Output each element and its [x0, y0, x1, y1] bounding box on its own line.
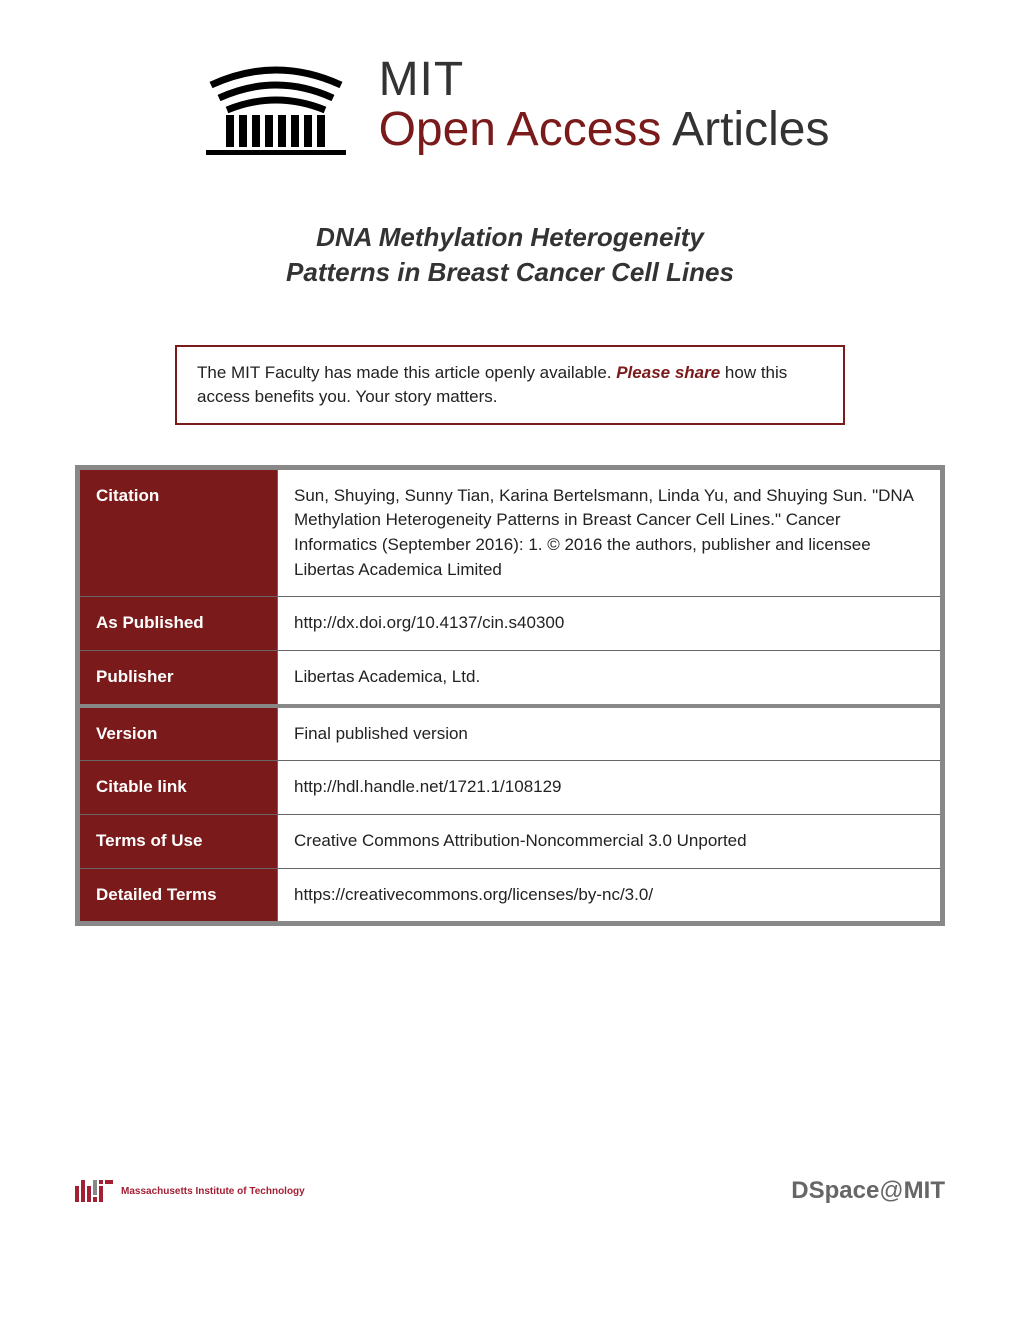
- metadata-table: CitationSun, Shuying, Sunny Tian, Karina…: [75, 465, 945, 926]
- title-line-2: Patterns in Breast Cancer Cell Lines: [0, 255, 1020, 290]
- table-row: PublisherLibertas Academica, Ltd.: [78, 650, 943, 705]
- metadata-value: Sun, Shuying, Sunny Tian, Karina Bertels…: [278, 467, 943, 597]
- mit-footer-logo: Massachusetts Institute of Technology: [75, 1180, 305, 1202]
- dspace-prefix: DSpace: [791, 1177, 879, 1204]
- metadata-value: http://hdl.handle.net/1721.1/108129: [278, 761, 943, 815]
- table-row: Detailed Termshttps://creativecommons.or…: [78, 868, 943, 924]
- table-row: VersionFinal published version: [78, 706, 943, 761]
- metadata-value: Final published version: [278, 706, 943, 761]
- table-row: CitationSun, Shuying, Sunny Tian, Karina…: [78, 467, 943, 597]
- metadata-label: Publisher: [78, 650, 278, 705]
- header-mit-text: MIT: [379, 55, 830, 105]
- header: MIT Open Access Articles: [0, 0, 1020, 160]
- mit-footer-text: Massachusetts Institute of Technology: [121, 1186, 305, 1197]
- title-line-1: DNA Methylation Heterogeneity: [0, 220, 1020, 255]
- dspace-at: @: [879, 1177, 903, 1204]
- metadata-value: Creative Commons Attribution-Noncommerci…: [278, 814, 943, 868]
- table-row: Terms of UseCreative Commons Attribution…: [78, 814, 943, 868]
- articles-black: Articles: [661, 103, 829, 156]
- footer: Massachusetts Institute of Technology DS…: [75, 1177, 945, 1205]
- metadata-label: Citation: [78, 467, 278, 597]
- share-text-before: The MIT Faculty has made this article op…: [197, 363, 616, 382]
- metadata-label: Citable link: [78, 761, 278, 815]
- metadata-value: Libertas Academica, Ltd.: [278, 650, 943, 705]
- metadata-label: Terms of Use: [78, 814, 278, 868]
- open-access-red: Open Access: [379, 103, 662, 156]
- share-notice-box: The MIT Faculty has made this article op…: [175, 345, 845, 425]
- dspace-suffix: MIT: [904, 1177, 945, 1204]
- metadata-label: Detailed Terms: [78, 868, 278, 924]
- header-open-access-text: Open Access Articles: [379, 105, 830, 155]
- header-title: MIT Open Access Articles: [379, 55, 830, 156]
- table-row: As Publishedhttp://dx.doi.org/10.4137/ci…: [78, 597, 943, 651]
- table-row: Citable linkhttp://hdl.handle.net/1721.1…: [78, 761, 943, 815]
- article-title: DNA Methylation Heterogeneity Patterns i…: [0, 220, 1020, 290]
- metadata-value: https://creativecommons.org/licenses/by-…: [278, 868, 943, 924]
- please-share-link[interactable]: Please share: [616, 363, 720, 382]
- metadata-label: Version: [78, 706, 278, 761]
- metadata-value: http://dx.doi.org/10.4137/cin.s40300: [278, 597, 943, 651]
- metadata-label: As Published: [78, 597, 278, 651]
- mit-dome-icon: [191, 50, 361, 160]
- dspace-logo: DSpace@MIT: [791, 1177, 945, 1205]
- mit-bars-icon: [75, 1180, 113, 1202]
